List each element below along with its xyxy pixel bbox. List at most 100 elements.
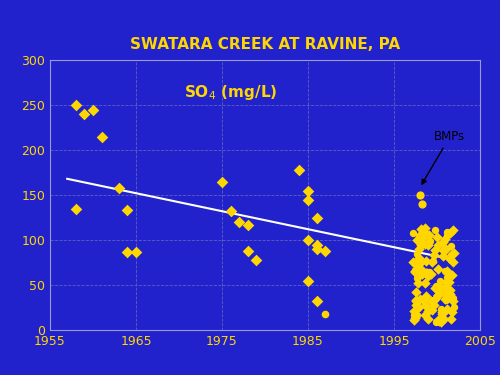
Point <box>450 304 458 310</box>
Point <box>446 287 454 293</box>
Point <box>420 297 428 303</box>
Point <box>434 242 442 248</box>
Point <box>427 298 435 304</box>
Point <box>312 298 320 304</box>
Point <box>430 298 438 304</box>
Point <box>296 167 304 173</box>
Point <box>430 247 438 253</box>
Point <box>416 234 424 240</box>
Point <box>441 289 449 295</box>
Point <box>444 255 452 261</box>
Point <box>416 296 424 302</box>
Point <box>436 289 444 295</box>
Point <box>421 312 429 318</box>
Point <box>425 232 433 238</box>
Point <box>432 285 440 291</box>
Text: BMPs: BMPs <box>422 130 466 184</box>
Point <box>417 242 425 248</box>
Point <box>312 214 320 220</box>
Point <box>321 248 329 254</box>
Point <box>450 250 458 256</box>
Point <box>411 268 419 274</box>
Point <box>412 297 420 303</box>
Point <box>425 239 433 245</box>
Point <box>410 312 418 318</box>
Point <box>72 102 80 108</box>
Point <box>435 282 443 288</box>
Point <box>422 270 430 276</box>
Point <box>417 272 425 278</box>
Point <box>115 185 123 191</box>
Point <box>439 253 447 259</box>
Point <box>218 178 226 184</box>
Point <box>432 284 440 290</box>
Point <box>420 229 428 235</box>
Point <box>304 188 312 194</box>
Point <box>439 246 447 252</box>
Point <box>432 319 440 325</box>
Point <box>446 230 454 236</box>
Point <box>436 278 444 284</box>
Point <box>132 249 140 255</box>
Point <box>442 297 450 303</box>
Point <box>449 296 457 302</box>
Point <box>414 255 422 261</box>
Point <box>422 293 430 299</box>
Point <box>412 289 420 295</box>
Title: SWATARA CREEK AT RAVINE, PA: SWATARA CREEK AT RAVINE, PA <box>130 37 400 52</box>
Point <box>444 290 452 296</box>
Point <box>413 312 421 318</box>
Point <box>442 279 450 285</box>
Point <box>418 201 426 207</box>
Point <box>430 252 438 258</box>
Point <box>427 271 435 277</box>
Point <box>434 317 442 323</box>
Point <box>444 279 452 285</box>
Point <box>410 317 418 323</box>
Point <box>442 268 450 274</box>
Point <box>432 297 440 303</box>
Point <box>80 111 88 117</box>
Point <box>428 306 436 312</box>
Point <box>321 311 329 317</box>
Point <box>438 311 446 317</box>
Point <box>414 280 422 286</box>
Point <box>422 258 430 264</box>
Point <box>424 308 432 314</box>
Point <box>409 259 417 265</box>
Point <box>418 271 426 277</box>
Point <box>424 316 432 322</box>
Point <box>422 270 430 276</box>
Point <box>413 237 421 243</box>
Point <box>413 275 421 281</box>
Point <box>416 246 424 252</box>
Point <box>442 232 450 238</box>
Point <box>434 318 442 324</box>
Point <box>428 259 436 265</box>
Point <box>304 196 312 202</box>
Point <box>438 309 446 315</box>
Point <box>437 319 445 325</box>
Point <box>434 292 442 298</box>
Point <box>422 303 430 309</box>
Point <box>448 251 456 257</box>
Point <box>449 258 457 264</box>
Point <box>226 208 234 214</box>
Point <box>418 267 426 273</box>
Point <box>124 207 132 213</box>
Point <box>436 306 444 312</box>
Point <box>448 309 456 315</box>
Point <box>244 222 252 228</box>
Point <box>426 238 434 244</box>
Point <box>441 284 449 290</box>
Point <box>416 232 424 238</box>
Point <box>448 243 456 249</box>
Point <box>98 134 106 140</box>
Point <box>421 233 429 239</box>
Point <box>421 300 429 306</box>
Point <box>447 316 455 322</box>
Point <box>410 308 418 314</box>
Point <box>440 268 448 274</box>
Point <box>416 192 424 198</box>
Point <box>416 226 424 232</box>
